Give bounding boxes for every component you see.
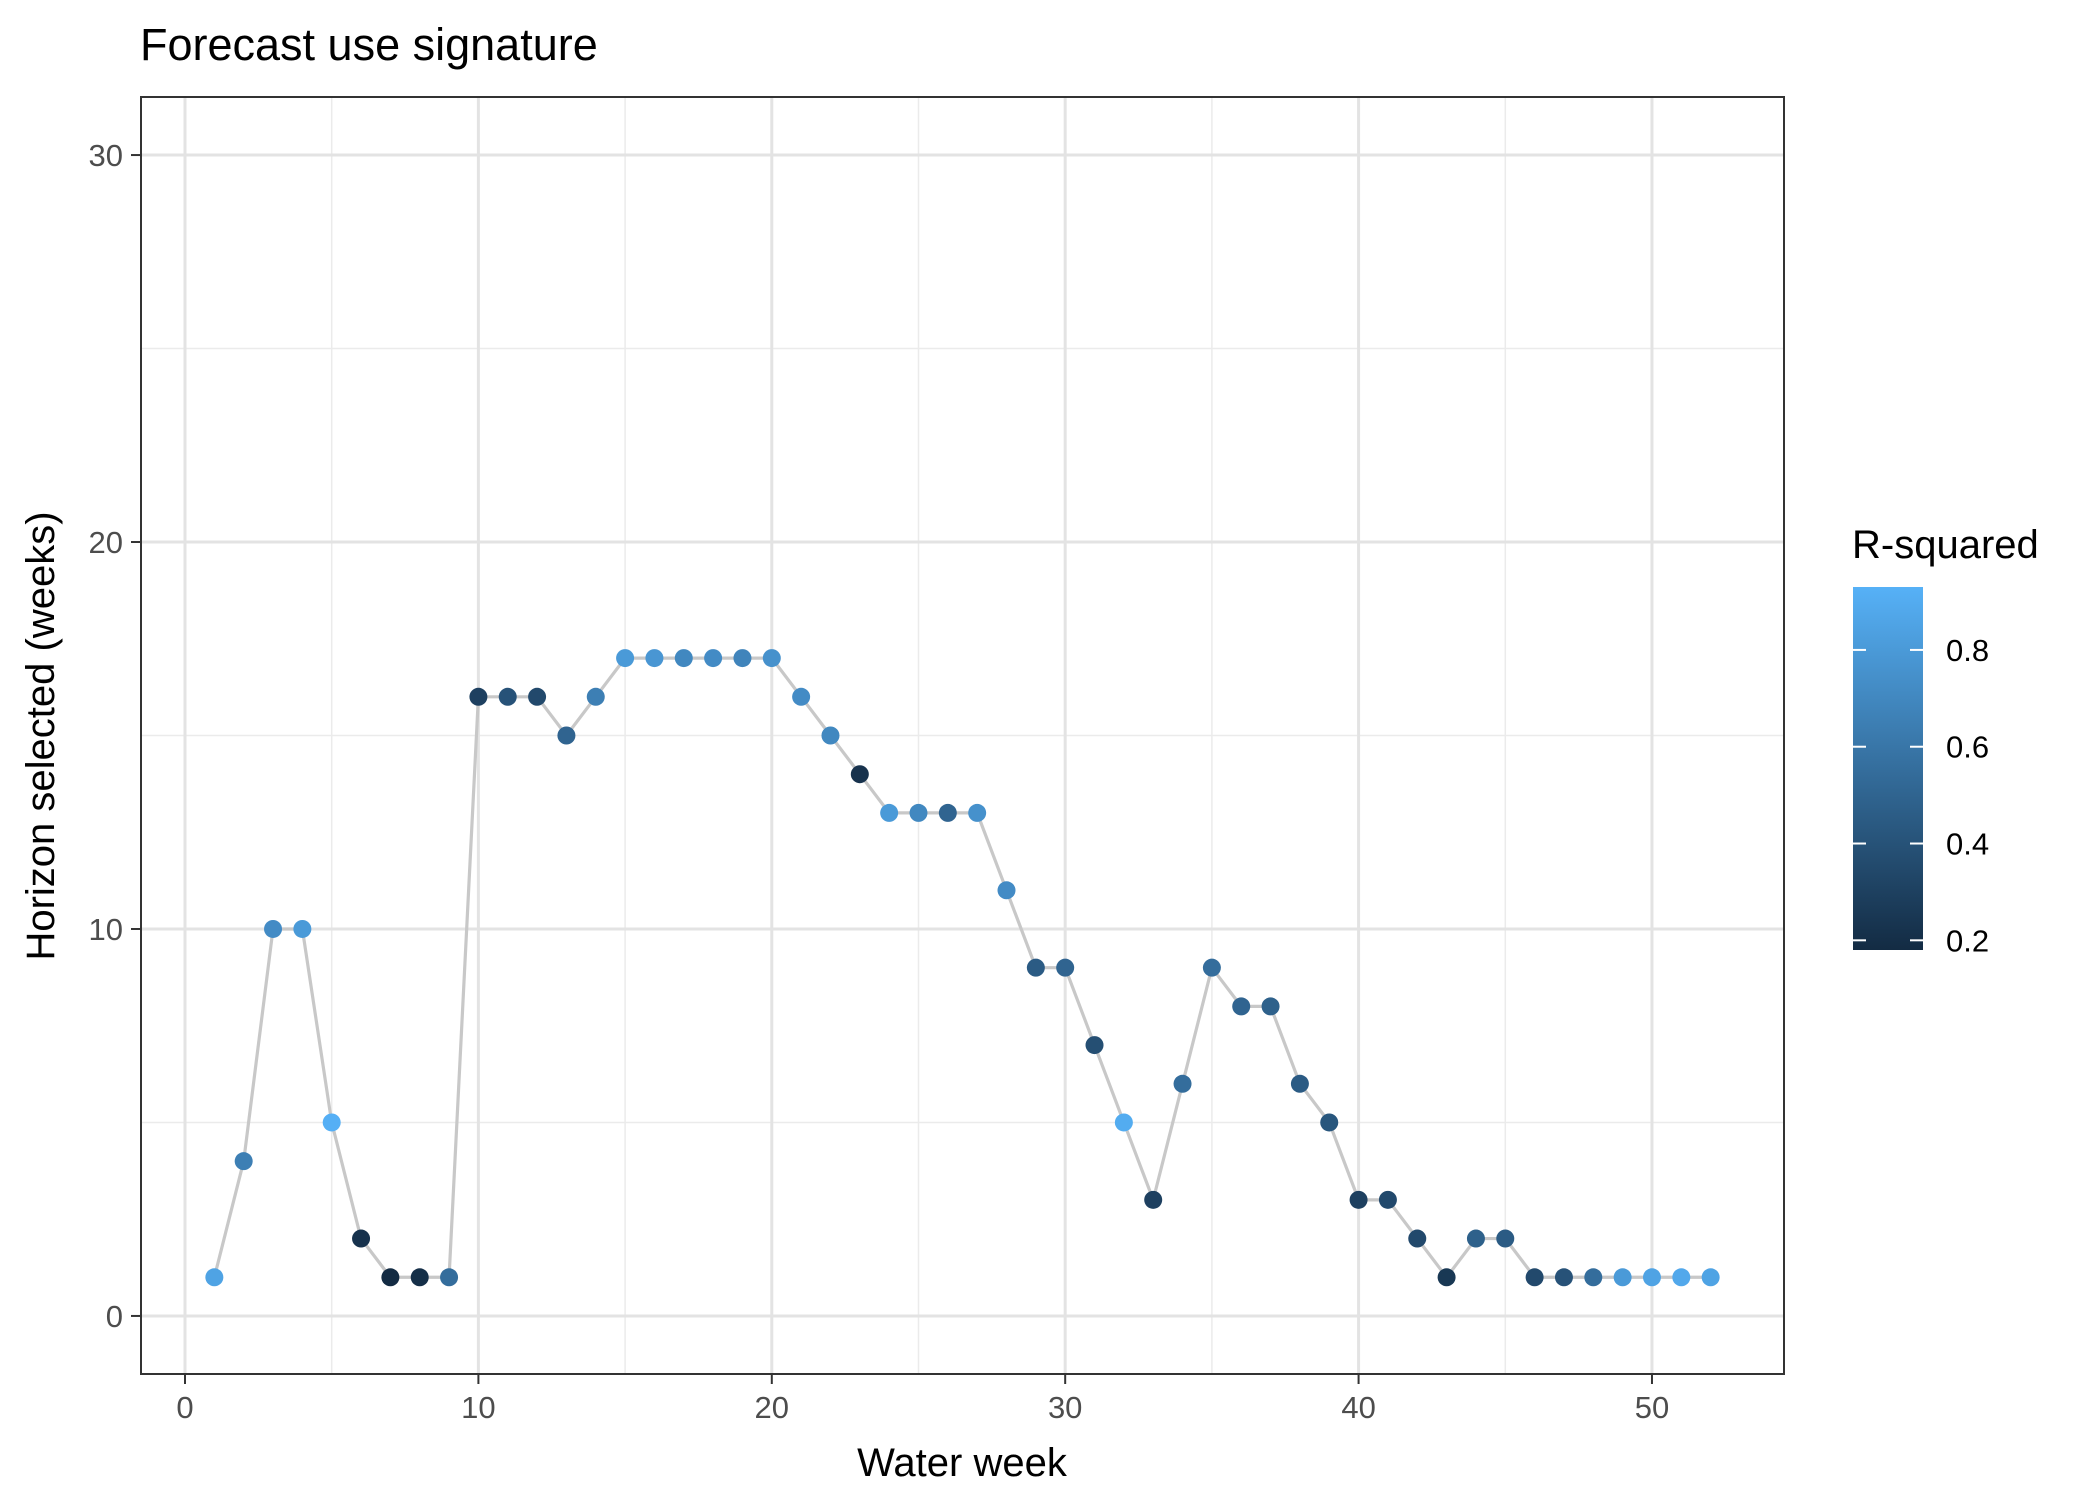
- data-point: [1290, 1074, 1309, 1093]
- data-point: [1584, 1268, 1603, 1287]
- data-point: [1085, 1036, 1104, 1055]
- data-point: [880, 803, 899, 822]
- data-point: [352, 1229, 371, 1248]
- y-tick-label: 20: [89, 525, 123, 560]
- data-point: [674, 649, 693, 668]
- y-axis: 0 10 20 30: [89, 138, 141, 1334]
- data-point: [440, 1268, 459, 1287]
- data-point: [938, 803, 957, 822]
- data-point: [733, 649, 752, 668]
- major-gridlines: [141, 97, 1784, 1374]
- data-point: [1026, 958, 1045, 977]
- series-connecting-line: [212, 656, 1711, 1280]
- y-tick-label: 10: [89, 912, 123, 947]
- data-point: [557, 726, 576, 745]
- y-tick-label: 0: [106, 1299, 123, 1334]
- data-point: [1261, 997, 1280, 1016]
- legend-ticks: 0.2 0.4 0.6 0.8: [1853, 633, 1989, 958]
- data-point: [1378, 1190, 1397, 1209]
- x-tick-label: 20: [755, 1390, 789, 1425]
- legend-colorbar: [1853, 587, 1923, 950]
- minor-gridlines: [141, 97, 1784, 1374]
- x-axis: 0 10 20 30 40 50: [176, 1374, 1669, 1425]
- data-point: [997, 881, 1016, 900]
- data-point: [1672, 1268, 1691, 1287]
- x-tick-label: 10: [461, 1390, 495, 1425]
- data-point: [1232, 997, 1251, 1016]
- x-tick-label: 50: [1635, 1390, 1669, 1425]
- data-point: [1173, 1074, 1192, 1093]
- data-point: [410, 1268, 429, 1287]
- data-point: [293, 919, 312, 938]
- data-point: [1613, 1268, 1632, 1287]
- legend-tick-label: 0.2: [1946, 923, 1989, 958]
- data-point: [234, 1152, 253, 1171]
- data-point: [264, 919, 283, 938]
- data-point: [645, 649, 664, 668]
- data-point: [1437, 1268, 1456, 1287]
- data-point: [1466, 1229, 1485, 1248]
- data-point: [821, 726, 840, 745]
- legend-tick-label: 0.8: [1946, 633, 1989, 668]
- legend-title: R-squared: [1852, 523, 2039, 567]
- data-point: [469, 687, 488, 706]
- data-point: [1408, 1229, 1427, 1248]
- x-tick-label: 30: [1048, 1390, 1082, 1425]
- data-point: [1320, 1113, 1339, 1132]
- data-point: [1056, 958, 1075, 977]
- x-axis-title: Water week: [857, 1441, 1068, 1485]
- plot-border: [140, 96, 1785, 1375]
- x-tick-label: 0: [176, 1390, 193, 1425]
- data-point: [1642, 1268, 1661, 1287]
- data-point: [704, 649, 723, 668]
- y-tick-label: 30: [89, 138, 123, 173]
- data-point: [1525, 1268, 1544, 1287]
- data-point: [1114, 1113, 1133, 1132]
- data-points: [205, 649, 1720, 1287]
- x-tick-label: 40: [1341, 1390, 1375, 1425]
- data-point: [205, 1268, 224, 1287]
- data-point: [498, 687, 517, 706]
- data-point: [1202, 958, 1221, 977]
- data-point: [1701, 1268, 1720, 1287]
- data-point: [528, 687, 547, 706]
- plot-panel: [140, 96, 1785, 1375]
- data-point: [909, 803, 928, 822]
- data-point: [381, 1268, 400, 1287]
- legend-tick-label: 0.6: [1946, 730, 1989, 765]
- legend: R-squared 0.2 0.4 0.6 0.8: [1852, 523, 2039, 958]
- chart-title: Forecast use signature: [140, 19, 598, 70]
- data-point: [1144, 1190, 1163, 1209]
- data-point: [322, 1113, 341, 1132]
- data-point: [1496, 1229, 1515, 1248]
- data-point: [968, 803, 987, 822]
- data-point: [850, 765, 869, 784]
- data-point: [1349, 1190, 1368, 1209]
- y-axis-title: Horizon selected (weeks): [19, 511, 63, 960]
- legend-tick-label: 0.4: [1946, 827, 1989, 862]
- data-point: [586, 687, 605, 706]
- data-point: [762, 649, 781, 668]
- data-point: [616, 649, 635, 668]
- data-point: [1554, 1268, 1573, 1287]
- data-point: [792, 687, 811, 706]
